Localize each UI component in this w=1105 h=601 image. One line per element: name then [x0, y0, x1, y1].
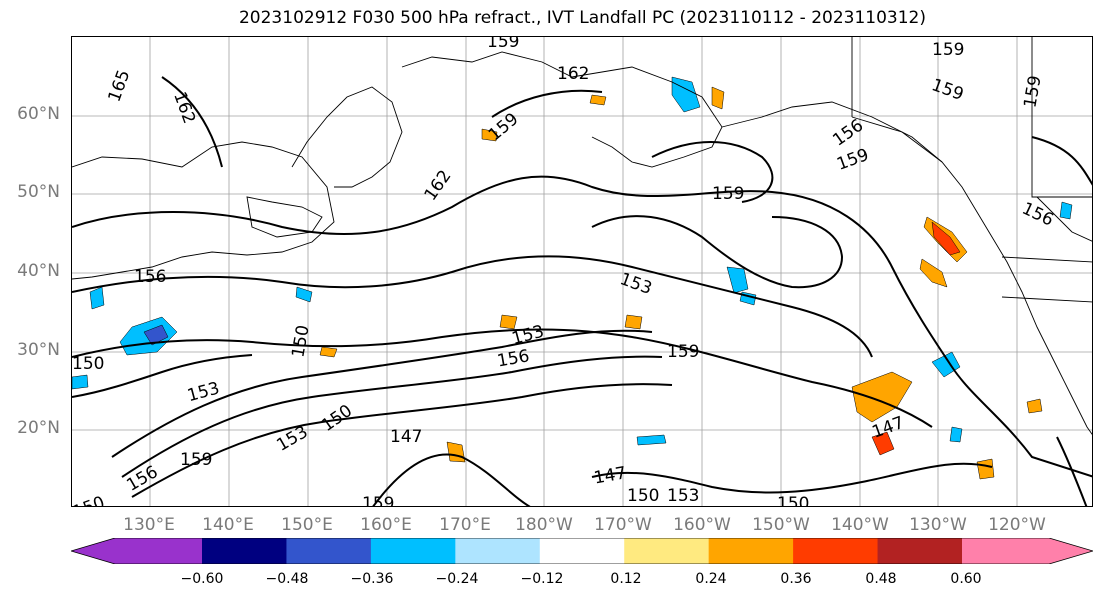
contour-label: 150: [72, 354, 104, 374]
colorbar-tick: −0.24: [435, 571, 479, 587]
contour-label: 159: [667, 342, 699, 362]
contour-label: 150: [777, 494, 809, 507]
colorbar-tick: −0.48: [265, 571, 309, 587]
contour-label: 153: [185, 378, 222, 406]
contour-label: 153: [273, 422, 311, 456]
contour-label: 159: [929, 75, 966, 105]
contour-label: 150: [318, 401, 356, 436]
colorbar-segment: [286, 538, 372, 564]
contour-label: 156: [496, 346, 531, 371]
contour-label: 150: [627, 486, 659, 506]
contour-label: 159: [1020, 74, 1045, 109]
height-contours: [72, 76, 1092, 506]
contour-label: 147: [390, 427, 422, 447]
colorbar: [71, 538, 1093, 564]
coastlines: [72, 37, 1092, 435]
contour-labels: 159 165 162 162 159 159 159 159 162 156 …: [72, 37, 1057, 507]
contour-label: 159: [487, 37, 519, 52]
colorbar-tick: −0.36: [350, 571, 394, 587]
lon-label-130w: 130°W: [909, 515, 967, 535]
colorbar-tick: 0.60: [950, 571, 982, 587]
colorbar-tick: −0.60: [180, 571, 224, 587]
colorbar-segment: [370, 538, 456, 564]
colorbar-tick: 0.48: [865, 571, 897, 587]
lon-label-160w: 160°W: [673, 515, 731, 535]
contour-label: 159: [362, 494, 394, 507]
lon-label-170e: 170°E: [439, 515, 491, 535]
lat-label-50n: 50°N: [17, 182, 60, 202]
contour-label: 162: [169, 89, 199, 126]
colorbar-segment: [624, 538, 710, 564]
colorbar-segment: [202, 538, 287, 564]
lon-label-120w: 120°W: [988, 515, 1046, 535]
colorbar-segment: [708, 538, 794, 564]
contour-label: 162: [421, 167, 456, 205]
lon-label-170w: 170°W: [594, 515, 652, 535]
contour-label: 150: [72, 493, 108, 507]
contour-label: 165: [105, 67, 135, 104]
colorbar-segment: [877, 538, 963, 564]
lon-label-160e: 160°E: [360, 515, 412, 535]
lon-label-150w: 150°W: [752, 515, 810, 535]
colorbar-segment: [455, 538, 541, 564]
lat-label-20n: 20°N: [17, 418, 60, 438]
colorbar-tick: −0.12: [520, 571, 564, 587]
lon-label-140w: 140°W: [831, 515, 889, 535]
colorbar-tick: 0.36: [780, 571, 812, 587]
map-canvas: 159 165 162 162 159 159 159 159 162 156 …: [72, 37, 1092, 507]
lon-label-180w: 180°W: [515, 515, 573, 535]
lat-label-40n: 40°N: [17, 261, 60, 281]
lat-label-60n: 60°N: [17, 104, 60, 124]
contour-label: 162: [557, 64, 589, 84]
colorbar-tick: 0.24: [695, 571, 727, 587]
contour-label: 159: [712, 184, 744, 204]
contour-label: 156: [134, 267, 166, 287]
colorbar-tick: 0.12: [610, 571, 642, 587]
colorbar-segment: [793, 538, 879, 564]
contour-label: 159: [180, 450, 212, 470]
contour-label: 153: [667, 486, 699, 506]
map-title: 2023102912 F030 500 hPa refract., IVT La…: [238, 8, 926, 28]
colorbar-segments: [202, 538, 963, 564]
map-panel: 159 165 162 162 159 159 159 159 162 156 …: [71, 36, 1093, 507]
contour-label: 150: [288, 324, 313, 359]
contour-label: 159: [932, 40, 964, 60]
colorbar-segment: [539, 538, 625, 564]
contour-label: 156: [1019, 199, 1057, 231]
lon-label-150e: 150°E: [281, 515, 333, 535]
colorbar-extend-low: [71, 538, 202, 564]
gridlines: [72, 37, 1092, 506]
colorbar-extend-high: [962, 538, 1093, 564]
lon-label-130e: 130°E: [123, 515, 175, 535]
lon-label-140e: 140°E: [202, 515, 254, 535]
lat-label-30n: 30°N: [17, 340, 60, 360]
contour-label: 153: [510, 322, 547, 350]
contour-label: 147: [592, 463, 627, 488]
